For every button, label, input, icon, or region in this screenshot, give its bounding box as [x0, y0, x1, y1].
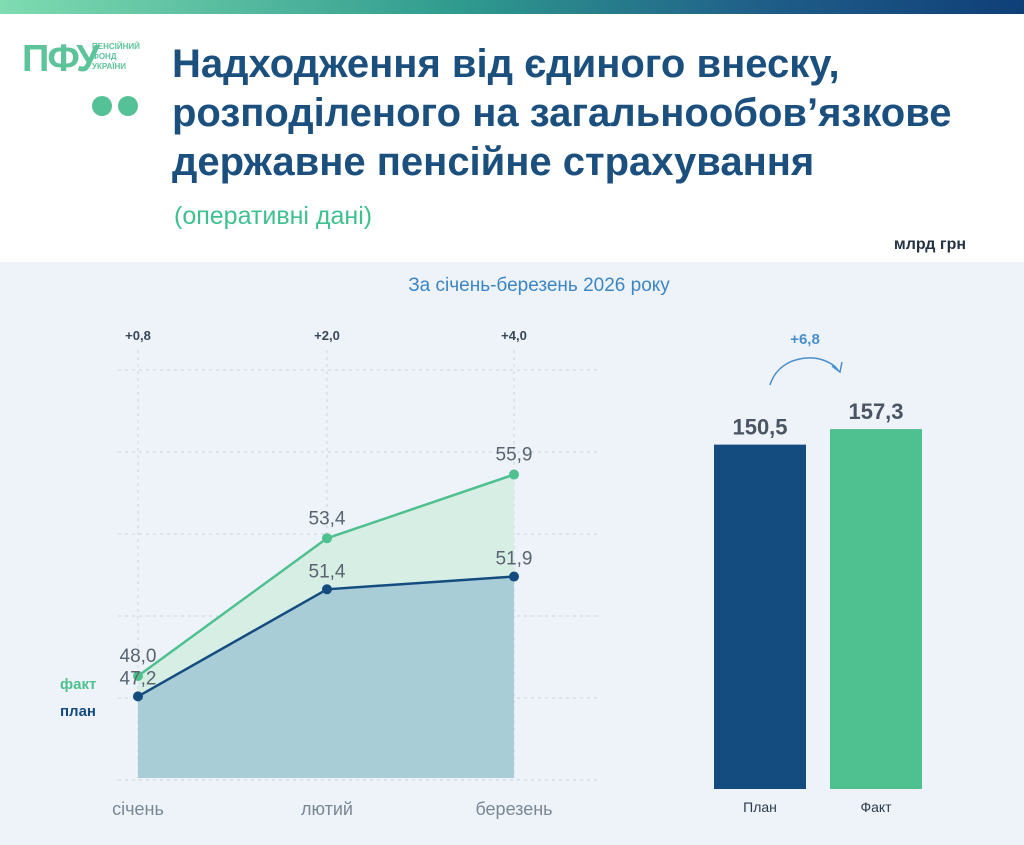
title-line: Надходження від єдиного внеску,: [172, 42, 840, 86]
x-tick-label: січень: [112, 799, 164, 819]
dot-icon: [92, 96, 112, 116]
fact-point: [133, 671, 143, 681]
plan-value-label: 47,2: [120, 668, 157, 689]
title-line: розподіленого на загальнообов’язкове: [172, 91, 952, 135]
plan-point: [509, 571, 519, 582]
fact-point: [322, 533, 332, 544]
plan-point: [133, 691, 143, 702]
bar-value-label: 157,3: [848, 399, 903, 424]
fact-value-label: 48,0: [120, 646, 157, 667]
bar-category-label: План: [743, 799, 777, 815]
bar: [830, 429, 922, 789]
x-tick-label: березень: [475, 799, 552, 819]
legend-plan: план: [60, 703, 96, 720]
unit-label: млрд грн: [893, 236, 966, 253]
logo-text-line: УКРАЇНИ: [92, 62, 127, 71]
decorative-dots: [92, 96, 148, 118]
difference-label: +4,0: [501, 328, 527, 343]
logo-text-line: ПЕНСІЙНИЙ: [92, 42, 140, 51]
plan-value-label: 51,9: [496, 549, 533, 570]
page-subtitle: (оперативні дані): [174, 202, 373, 230]
logo-text-line: ФОНД: [92, 52, 117, 61]
title-line: державне пенсійне страхування: [172, 140, 815, 184]
dot-icon: [118, 96, 138, 116]
bar-category-label: Факт: [860, 799, 892, 815]
bar: [714, 444, 806, 789]
logo-mark: ПФУ: [22, 38, 100, 80]
page-title: Надходження від єдиного внеску, розподіл…: [172, 40, 992, 187]
fact-value-label: 55,9: [496, 445, 533, 466]
plan-area: [138, 576, 514, 778]
top-gradient-bar: [0, 0, 1024, 14]
arrow-head-icon: [831, 361, 843, 374]
difference-label: +2,0: [314, 328, 340, 343]
legend-fact: факт: [60, 676, 96, 693]
plan-value-label: 51,4: [309, 561, 346, 582]
fact-point: [509, 469, 519, 480]
bar-difference-label: +6,8: [790, 331, 820, 348]
plan-point: [322, 584, 332, 595]
difference-arrow: [769, 357, 839, 386]
logo-text: ПЕНСІЙНИЙ ФОНД УКРАЇНИ: [92, 42, 162, 72]
x-tick-label: лютий: [301, 799, 353, 819]
bar-value-label: 150,5: [732, 415, 787, 440]
period-label: За січень-березень 2026 року: [408, 275, 670, 296]
fact-value-label: 53,4: [309, 508, 346, 529]
difference-label: +0,8: [125, 328, 151, 343]
